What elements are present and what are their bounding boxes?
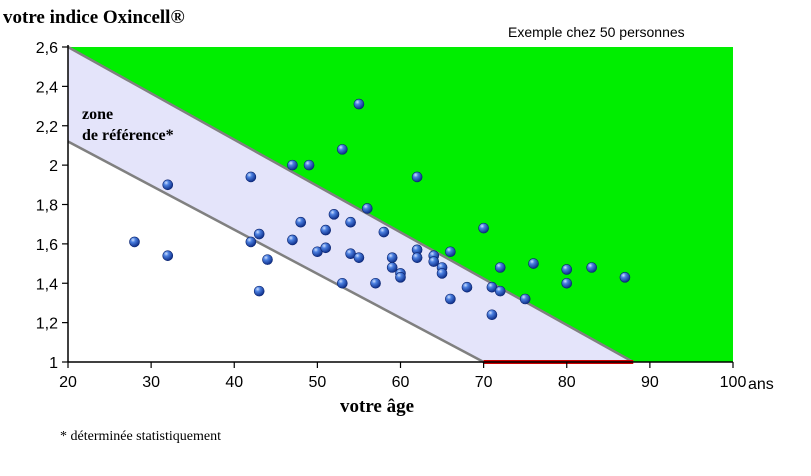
y-tick-label: 2,6 (36, 40, 58, 57)
y-tick-label: 2 (49, 158, 58, 175)
data-point (411, 252, 423, 263)
axes (62, 45, 734, 368)
x-tick-label: 40 (225, 374, 243, 391)
y-tick-label: 2,2 (36, 119, 58, 136)
y-tick-label: 1,8 (36, 198, 58, 215)
zone-label-line1: zone (82, 106, 113, 123)
data-point (353, 98, 365, 110)
x-tick-label: 80 (558, 374, 576, 391)
reference-upper-boundary (67, 45, 634, 364)
data-point (162, 179, 174, 191)
data-point (245, 171, 257, 183)
data-point (561, 264, 573, 275)
chart-subtitle: Exemple chez 50 personnes (508, 24, 685, 40)
x-axis-unit: ans (748, 376, 774, 393)
x-axis-label: votre âge (340, 396, 414, 417)
data-point (561, 277, 573, 289)
data-point (461, 281, 473, 293)
x-tick-label: 100 (720, 374, 747, 391)
data-point (162, 250, 174, 261)
x-tick-label: 90 (641, 374, 659, 391)
data-point (445, 293, 456, 305)
y-tick-label: 1,4 (36, 276, 58, 293)
data-point (320, 242, 331, 254)
data-point (619, 272, 631, 283)
x-tick-label: 70 (475, 374, 493, 391)
data-point (494, 285, 506, 297)
x-tick-label: 60 (392, 374, 410, 391)
data-point (528, 258, 539, 269)
data-point (353, 252, 365, 263)
y-tick-label: 2,4 (36, 79, 58, 96)
data-point (494, 262, 506, 273)
data-point (445, 246, 456, 258)
data-point (245, 236, 257, 248)
data-point (253, 228, 265, 240)
data-point (262, 254, 273, 265)
data-point (411, 171, 423, 183)
data-points (129, 98, 631, 321)
data-point (519, 293, 531, 305)
data-point (370, 277, 381, 289)
zone-label-line2: de référence* (82, 127, 174, 144)
data-point (129, 236, 140, 248)
data-point (428, 256, 440, 267)
data-point (287, 234, 298, 246)
x-tick-label: 50 (308, 374, 326, 391)
chart-title: votre indice Oxincell® (3, 7, 185, 28)
data-point (378, 226, 390, 238)
data-point (328, 209, 340, 220)
data-point (361, 203, 373, 214)
data-point (386, 262, 398, 273)
data-point (386, 252, 398, 263)
data-point (337, 144, 348, 155)
x-tick-label: 20 (59, 374, 77, 391)
data-point (478, 222, 489, 234)
footnote: * déterminée statistiquement (60, 429, 221, 444)
data-point (586, 262, 597, 273)
x-tick-labels: 20 30 40 50 60 70 80 90 100 (59, 374, 746, 391)
y-tick-label: 1,2 (36, 316, 58, 333)
y-tick-label: 1 (49, 355, 58, 372)
data-point (337, 277, 348, 289)
reference-lower-boundary (67, 140, 485, 364)
data-point (486, 309, 498, 321)
data-point (395, 272, 406, 283)
data-point (436, 268, 448, 279)
y-tick-labels: 1 1,2 1,4 1,6 1,8 2 2,2 2,4 2,6 (36, 40, 58, 372)
y-tick-label: 1,6 (36, 237, 58, 254)
data-point (253, 285, 265, 297)
data-point (320, 224, 331, 236)
data-point (345, 216, 356, 228)
data-point (303, 159, 315, 171)
data-point (295, 216, 307, 228)
x-tick-label: 30 (142, 374, 160, 391)
data-point (287, 159, 298, 171)
